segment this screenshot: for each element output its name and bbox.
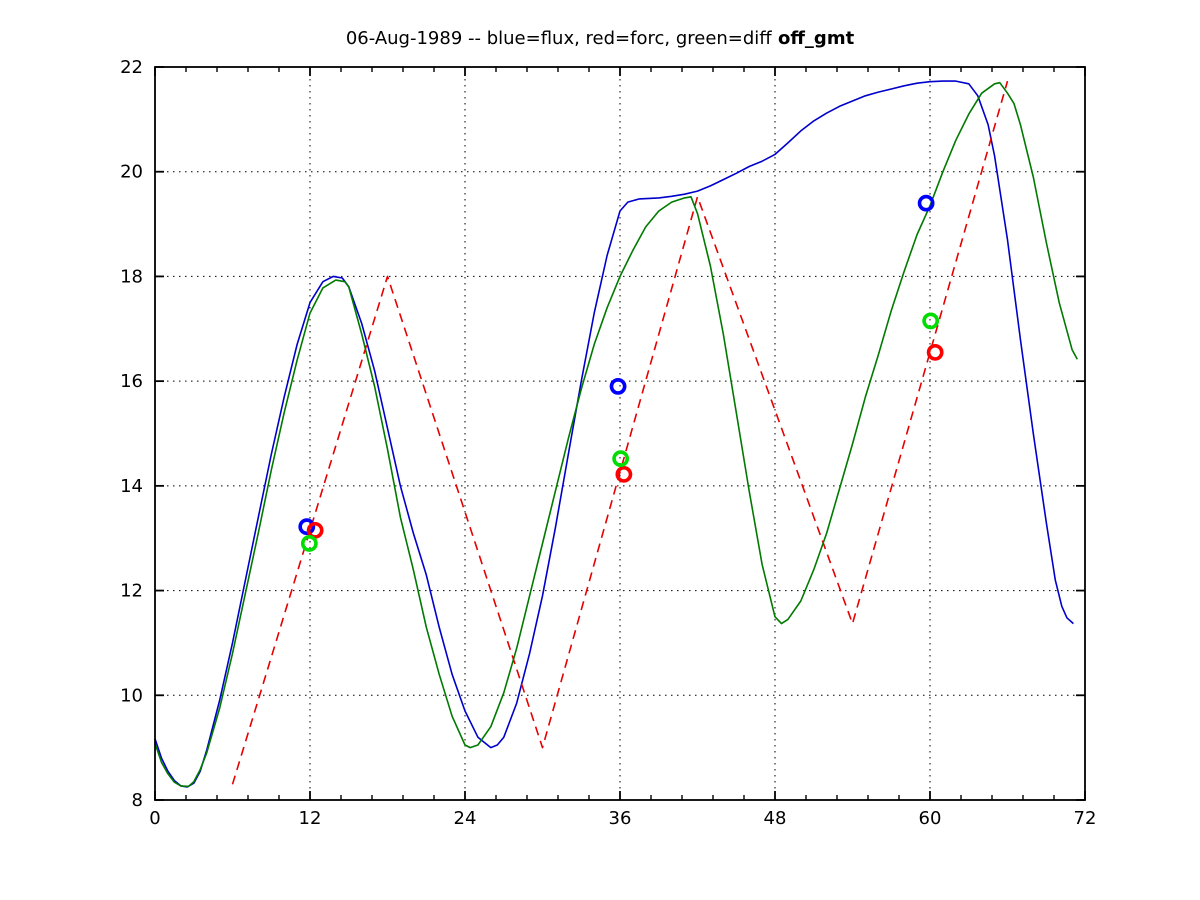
y-tick-label: 10 [120,685,143,706]
flux-marker [298,518,316,536]
y-tick-label: 14 [120,476,143,497]
x-tick-label: 48 [764,808,787,829]
series-forc-line [231,80,1009,785]
chart-title: 06-Aug-1989 -- blue=flux, red=forc, gree… [0,28,1200,49]
y-tick-label: 22 [120,57,143,78]
x-tick-label: 12 [299,808,322,829]
y-tick-label: 8 [132,790,143,811]
flux-marker [917,194,935,212]
series-flux-line [154,80,1074,788]
forc-marker [615,465,633,483]
diff-marker [300,535,318,552]
y-tick-label: 12 [120,581,143,602]
chart-title-suffix: off_gmt [771,28,855,49]
y-tick-label: 16 [120,371,143,392]
diff-marker [922,312,940,330]
y-tick-label: 18 [120,266,143,287]
x-tick-label: 60 [919,808,942,829]
forc-marker [306,521,324,539]
diff-marker [612,450,630,468]
forc-marker [926,343,944,361]
chart-title-main: 06-Aug-1989 -- blue=flux, red=forc, gree… [345,28,772,49]
x-tick-label: 36 [609,808,632,829]
x-tick-label: 24 [454,808,477,829]
x-tick-label: 72 [1074,808,1097,829]
x-tick-label: 0 [149,808,160,829]
series-diff-line [154,81,1079,788]
flux-marker [609,377,627,395]
y-tick-label: 20 [120,162,143,183]
